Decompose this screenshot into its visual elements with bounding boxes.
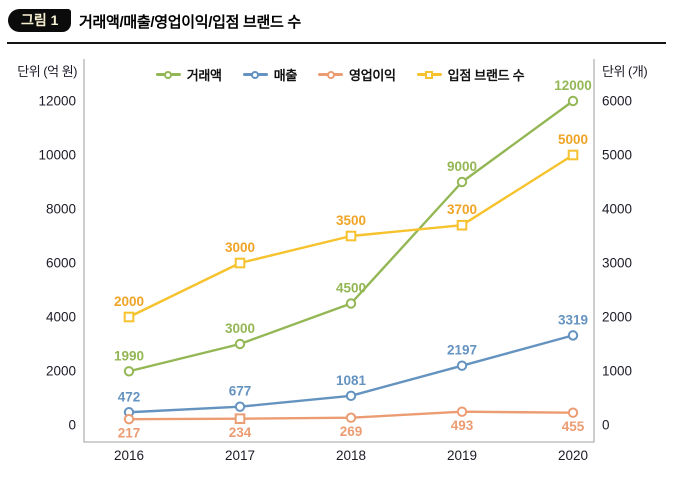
left-axis-tick: 0 bbox=[68, 418, 76, 433]
legend-label-sales: 매출 bbox=[273, 68, 298, 83]
left-axis-tick: 8000 bbox=[46, 202, 76, 217]
operating-profit-point-2020 bbox=[567, 407, 579, 418]
x-axis-label: 2017 bbox=[225, 448, 255, 463]
sales-point-2017 bbox=[234, 401, 246, 412]
operating-profit-point-2016 bbox=[123, 413, 135, 425]
operating-profit-legend-marker-icon bbox=[318, 69, 344, 80]
left-axis-tick: 6000 bbox=[46, 256, 76, 271]
plot-border bbox=[83, 59, 595, 443]
left-axis-tick: 12000 bbox=[38, 94, 76, 109]
operating-profit-point-2019 bbox=[456, 406, 468, 417]
operating-profit-point-2018 bbox=[345, 412, 357, 423]
operating-profit-value-label-2019: 493 bbox=[451, 418, 474, 433]
x-axis-label: 2020 bbox=[558, 448, 588, 463]
brand-count-value-label-2016: 2000 bbox=[114, 294, 144, 309]
figure-number-badge: 그림 1 bbox=[8, 9, 72, 32]
brand-count-point-2020 bbox=[567, 149, 579, 161]
left-axis-tick: 10000 bbox=[38, 148, 76, 163]
operating-profit-value-label-2018: 269 bbox=[340, 424, 363, 439]
legend-label-transaction-amount: 거래액 bbox=[186, 68, 222, 83]
transaction-amount-value-label-2020: 12000 bbox=[554, 78, 592, 93]
sales-value-label-2016: 472 bbox=[118, 389, 141, 404]
legend-label-brand-count: 입점 브랜드 수 bbox=[447, 68, 525, 83]
operating-profit-point-2017 bbox=[234, 413, 246, 424]
transaction-amount-point-2017 bbox=[234, 338, 246, 350]
figure-header: 그림 1 거래액/매출/영업이익/입점 브랜드 수 bbox=[7, 0, 666, 44]
right-axis-tick: 5000 bbox=[602, 148, 632, 163]
sales-value-label-2020: 3319 bbox=[558, 312, 588, 327]
transaction-amount-value-label-2017: 3000 bbox=[225, 321, 255, 336]
left-axis-tick: 2000 bbox=[46, 364, 76, 379]
legend-item-brand-count: 입점 브랜드 수 bbox=[416, 65, 525, 84]
transaction-amount-point-2018 bbox=[345, 298, 357, 309]
left-axis-unit-label: 단위 (억 원) bbox=[17, 64, 77, 79]
operating-profit-value-label-2017: 234 bbox=[229, 425, 252, 440]
transaction-amount-point-2016 bbox=[123, 366, 135, 377]
sales-value-label-2019: 2197 bbox=[447, 343, 477, 358]
legend-item-sales: 매출 bbox=[242, 65, 298, 84]
sales-value-label-2017: 677 bbox=[229, 384, 252, 399]
sales-point-2019 bbox=[456, 360, 468, 371]
brand-count-value-label-2019: 3700 bbox=[447, 202, 477, 217]
brand-count-value-label-2020: 5000 bbox=[558, 132, 588, 147]
sales-legend-marker-icon bbox=[242, 69, 268, 80]
operating-profit-value-label-2016: 217 bbox=[118, 426, 141, 441]
brand-count-legend-marker-icon bbox=[416, 69, 442, 80]
transaction-amount-point-2019 bbox=[456, 176, 468, 188]
figure-title: 거래액/매출/영업이익/입점 브랜드 수 bbox=[79, 14, 301, 31]
sales-point-2018 bbox=[345, 390, 357, 402]
legend-item-operating-profit: 영업이익 bbox=[318, 65, 396, 84]
operating-profit-value-label-2020: 455 bbox=[562, 419, 585, 434]
right-axis-tick: 1000 bbox=[602, 364, 632, 379]
right-axis-tick: 6000 bbox=[602, 94, 632, 109]
line-chart: 0 2000 4000 6000 8000 10000 12000 0 1000 2000 3000… bbox=[38, 59, 632, 463]
right-axis-tick: 3000 bbox=[602, 256, 632, 271]
right-axis-tick: 0 bbox=[602, 418, 610, 433]
legend-item-transaction-amount: 거래액 bbox=[155, 65, 222, 84]
transaction-amount-legend-marker-icon bbox=[155, 69, 181, 80]
brand-count-point-2016 bbox=[123, 311, 135, 323]
brand-count-value-label-2018: 3500 bbox=[336, 213, 366, 228]
brand-count-point-2017 bbox=[234, 257, 246, 269]
transaction-amount-value-label-2019: 9000 bbox=[447, 159, 477, 174]
brand-count-value-label-2017: 3000 bbox=[225, 240, 255, 255]
sales-value-label-2018: 1081 bbox=[336, 373, 367, 388]
x-axis-label: 2018 bbox=[336, 448, 366, 463]
transaction-amount-value-label-2018: 4500 bbox=[336, 281, 366, 296]
sales-point-2020 bbox=[567, 330, 579, 341]
right-axis-tick: 2000 bbox=[602, 310, 632, 325]
brand-count-point-2019 bbox=[456, 219, 468, 231]
transaction-amount-value-label-2016: 1990 bbox=[114, 348, 144, 363]
left-axis-tick: 4000 bbox=[46, 310, 76, 325]
x-axis-label: 2019 bbox=[447, 448, 477, 463]
legend-label-operating-profit: 영업이익 bbox=[349, 68, 396, 83]
brand-count-point-2018 bbox=[345, 230, 357, 242]
right-axis-tick: 4000 bbox=[602, 202, 632, 217]
legend: 거래액 매출 영업이익 입점 브랜드 수 bbox=[84, 65, 596, 84]
transaction-amount-point-2020 bbox=[567, 95, 579, 107]
x-axis-label: 2016 bbox=[114, 448, 144, 463]
right-axis-unit-label: 단위 (개) bbox=[602, 64, 648, 79]
